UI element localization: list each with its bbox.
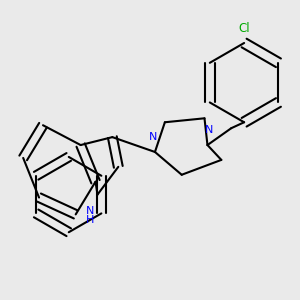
Text: N: N <box>85 206 94 217</box>
Text: Cl: Cl <box>238 22 250 35</box>
Text: N: N <box>205 125 214 135</box>
Text: N: N <box>149 132 157 142</box>
Text: H: H <box>85 215 94 225</box>
